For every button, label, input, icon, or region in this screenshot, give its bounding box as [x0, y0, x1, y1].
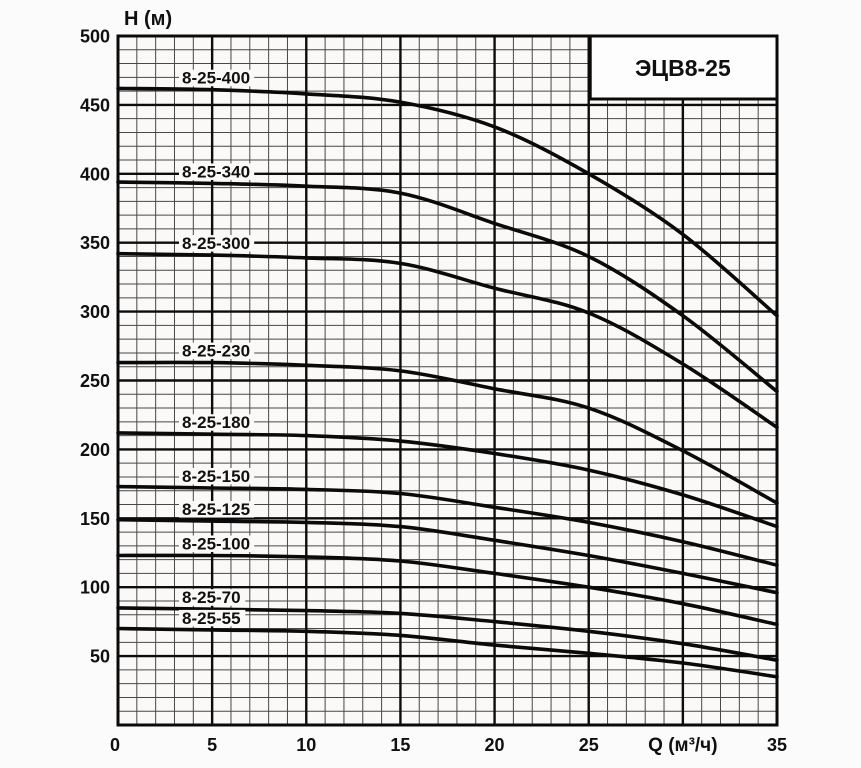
curve-label-8-25-300: 8-25-300	[182, 234, 250, 253]
curve-label-8-25-125: 8-25-125	[182, 500, 250, 519]
y-tick-label-450: 450	[80, 95, 110, 115]
curve-label-bg-8-25-70	[179, 589, 246, 606]
pump-curve-8-25-125	[116, 517, 779, 595]
y-tick-label-200: 200	[80, 440, 110, 460]
pump-curve-8-25-150	[116, 484, 779, 567]
curve-label-8-25-70: 8-25-70	[182, 588, 241, 607]
x-tick-label-35: 35	[767, 735, 787, 755]
y-axis-title: H (м)	[124, 8, 172, 30]
pump-curve-8-25-180	[116, 431, 779, 529]
plot-border	[116, 34, 779, 727]
pump-curve-8-25-55	[116, 626, 779, 679]
curve-label-bg-8-25-340	[179, 163, 255, 180]
curve-label-bg-8-25-400	[179, 69, 255, 87]
curve-label-8-25-150: 8-25-150	[182, 467, 250, 486]
curve-label-8-25-180: 8-25-180	[182, 413, 250, 432]
x-tick-label-15: 15	[390, 735, 410, 755]
y-tick-label-150: 150	[80, 509, 110, 529]
curve-label-bg-8-25-100	[179, 535, 255, 553]
y-tick-label-50: 50	[90, 647, 110, 667]
pump-curve-8-25-100	[116, 553, 779, 627]
y-tick-label-500: 500	[80, 27, 110, 47]
title-badge-text: ЭЦВ8-25	[635, 55, 731, 81]
curve-label-8-25-230: 8-25-230	[182, 342, 250, 361]
pump-curve-8-25-300	[116, 251, 779, 430]
pump-curve-8-25-400	[116, 86, 779, 318]
y-tick-label-300: 300	[80, 302, 110, 322]
title-badge-box	[588, 34, 779, 101]
x-tick-label-20: 20	[485, 735, 505, 755]
x-tick-label-0: 0	[110, 735, 120, 755]
pump-curve-8-25-230	[116, 360, 779, 505]
curve-label-8-25-340: 8-25-340	[182, 162, 250, 181]
curve-label-bg-8-25-180	[179, 414, 255, 431]
curve-label-bg-8-25-300	[179, 235, 255, 252]
curve-label-8-25-400: 8-25-400	[182, 69, 250, 88]
x-axis-unit-label: Q (м³/ч)	[648, 735, 717, 756]
pump-curve-8-25-340	[116, 180, 779, 394]
x-tick-label-10: 10	[296, 735, 316, 755]
curve-label-8-25-100: 8-25-100	[182, 535, 250, 554]
y-tick-label-250: 250	[80, 371, 110, 391]
curve-label-8-25-55: 8-25-55	[182, 609, 241, 628]
pump-curve-8-25-70	[116, 606, 779, 662]
curve-label-bg-8-25-125	[179, 501, 255, 518]
curve-label-bg-8-25-55	[179, 609, 246, 627]
y-tick-label-100: 100	[80, 578, 110, 598]
x-tick-label-25: 25	[579, 735, 599, 755]
y-tick-label-350: 350	[80, 233, 110, 253]
x-tick-label-5: 5	[207, 735, 217, 755]
curve-label-bg-8-25-230	[179, 342, 255, 360]
curve-label-bg-8-25-150	[179, 467, 255, 485]
y-tick-label-400: 400	[80, 164, 110, 184]
